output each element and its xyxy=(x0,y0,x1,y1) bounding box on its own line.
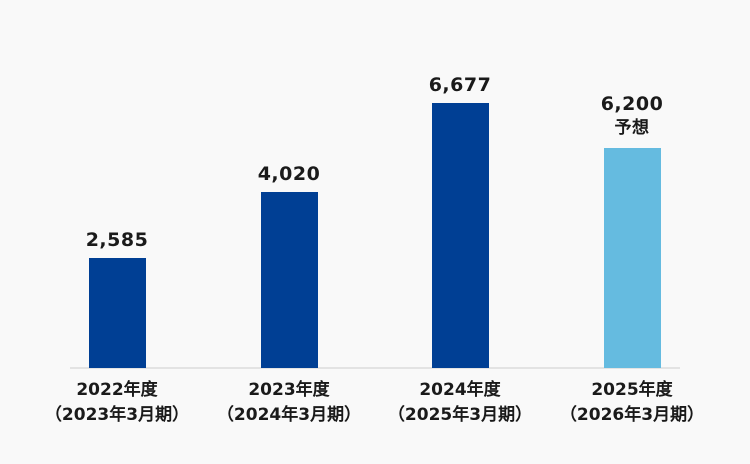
bar-2024 xyxy=(432,103,489,368)
category-label-2025: 2025年度 （2026年3月期） xyxy=(546,378,718,428)
category-period: （2023年3月期） xyxy=(44,405,190,425)
forecast-note: 予想 xyxy=(614,118,650,138)
category-year: 2023年度 xyxy=(248,380,330,400)
bar-2023 xyxy=(261,192,318,368)
value-label-2023: 4,020 xyxy=(257,163,321,185)
category-label-2024: 2024年度 （2025年3月期） xyxy=(374,378,546,428)
category-period: （2024年3月期） xyxy=(216,405,362,425)
category-year: 2025年度 xyxy=(591,380,673,400)
category-label-2022: 2022年度 （2023年3月期） xyxy=(31,378,203,428)
category-year: 2022年度 xyxy=(76,380,158,400)
bar-2022 xyxy=(89,258,146,368)
bar-2025-forecast xyxy=(604,148,661,368)
value-label-2022: 2,585 xyxy=(85,229,149,251)
x-axis-line xyxy=(70,367,680,369)
category-period: （2026年3月期） xyxy=(559,405,705,425)
category-label-2023: 2023年度 （2024年3月期） xyxy=(203,378,375,428)
category-year: 2024年度 xyxy=(419,380,501,400)
value-label-2024: 6,677 xyxy=(428,74,492,96)
value-label-2025: 6,200 xyxy=(600,93,664,115)
category-period: （2025年3月期） xyxy=(387,405,533,425)
